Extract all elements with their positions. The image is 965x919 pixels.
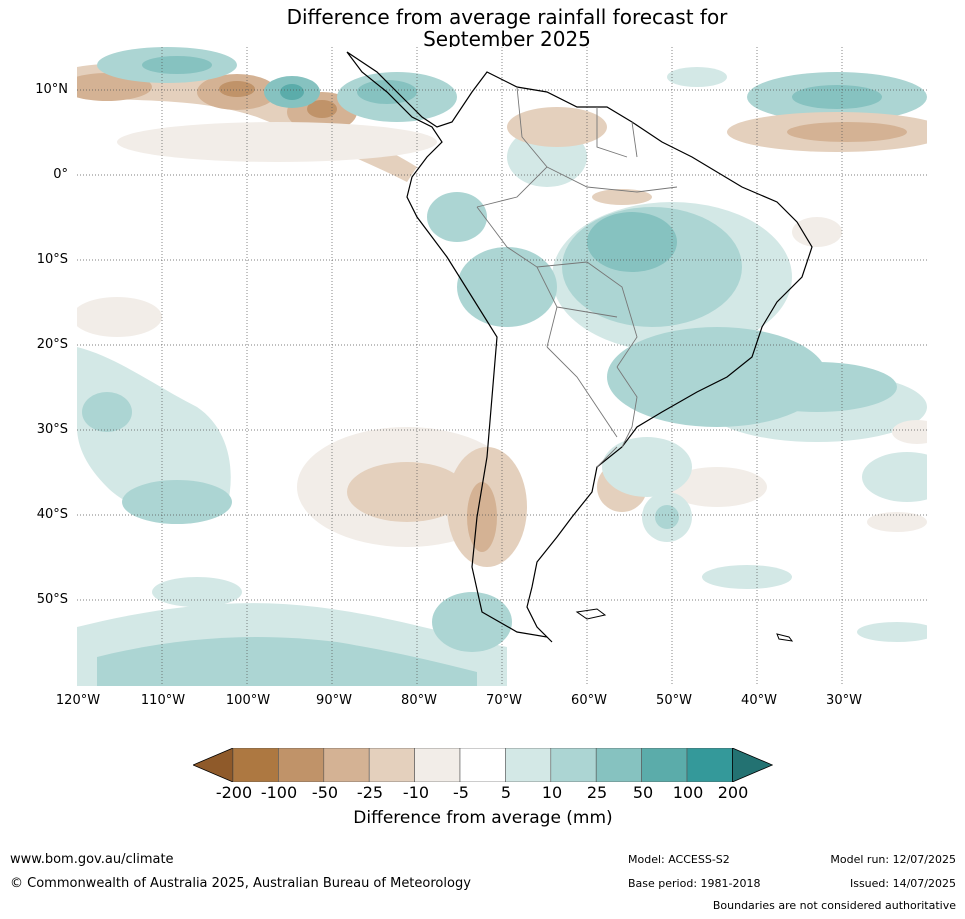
bom-climate-link[interactable]: www.bom.gov.au/climate bbox=[10, 852, 174, 867]
model-run-date: Model run: 12/07/2025 bbox=[830, 853, 956, 866]
lon-label-80w: 80°W bbox=[401, 693, 437, 708]
colorbar-segment bbox=[505, 748, 552, 782]
colorbar-extend-high bbox=[732, 748, 773, 782]
country-borders bbox=[476, 86, 678, 468]
colorbar-segment bbox=[686, 748, 733, 782]
rainfall-anomaly-map bbox=[77, 47, 927, 686]
colorbar-label: -25 bbox=[356, 783, 384, 802]
lon-label-100w: 100°W bbox=[225, 693, 271, 708]
colorbar-segment bbox=[278, 748, 325, 782]
lon-label-110w: 110°W bbox=[140, 693, 186, 708]
colorbar bbox=[193, 748, 773, 782]
lat-label-30s: 30°S bbox=[36, 422, 68, 437]
lat-label-40s: 40°S bbox=[36, 507, 68, 522]
colorbar-label: 200 bbox=[717, 783, 749, 802]
colorbar-segment bbox=[414, 748, 461, 782]
colorbar-label: -50 bbox=[311, 783, 339, 802]
lon-label-40w: 40°W bbox=[741, 693, 777, 708]
base-period: Base period: 1981-2018 bbox=[628, 877, 761, 890]
map-title-line-1: Difference from average rainfall forecas… bbox=[286, 5, 728, 29]
colorbar-label: -100 bbox=[260, 783, 298, 802]
colorbar-segment bbox=[641, 748, 688, 782]
anomaly-patches bbox=[77, 47, 927, 686]
colorbar-segment bbox=[459, 748, 506, 782]
lon-label-90w: 90°W bbox=[316, 693, 352, 708]
map-svg bbox=[77, 47, 927, 686]
colorbar-label: 5 bbox=[500, 783, 512, 802]
map-title-line-2: September 2025 bbox=[423, 27, 591, 51]
lon-label-50w: 50°W bbox=[656, 693, 692, 708]
copyright-text: © Commonwealth of Australia 2025, Austra… bbox=[10, 876, 471, 891]
boundary-disclaimer: Boundaries are not considered authoritat… bbox=[712, 899, 956, 912]
colorbar-label: 50 bbox=[632, 783, 654, 802]
colorbar-label: -5 bbox=[453, 783, 469, 802]
colorbar-title: Difference from average (mm) bbox=[353, 808, 613, 828]
colorbar-segment bbox=[368, 748, 415, 782]
colorbar-extend-low bbox=[193, 748, 234, 782]
colorbar-label: -200 bbox=[215, 783, 253, 802]
issued-date: Issued: 14/07/2025 bbox=[849, 877, 956, 890]
south-georgia bbox=[776, 633, 794, 642]
lat-label-10n: 10°N bbox=[35, 82, 68, 97]
colorbar-segment bbox=[232, 748, 279, 782]
lat-label-0: 0° bbox=[53, 167, 68, 182]
lat-label-10s: 10°S bbox=[36, 252, 68, 267]
colorbar-label: 10 bbox=[541, 783, 563, 802]
colorbar-segment bbox=[595, 748, 642, 782]
lon-label-30w: 30°W bbox=[826, 693, 862, 708]
model-name: Model: ACCESS-S2 bbox=[628, 853, 730, 866]
lat-label-20s: 20°S bbox=[36, 337, 68, 352]
lat-label-50s: 50°S bbox=[36, 592, 68, 607]
lon-label-60w: 60°W bbox=[571, 693, 607, 708]
colorbar-label: -10 bbox=[402, 783, 430, 802]
colorbar-label: 100 bbox=[672, 783, 704, 802]
gridlines bbox=[77, 47, 927, 686]
colorbar-segment bbox=[323, 748, 370, 782]
lon-label-120w: 120°W bbox=[55, 693, 101, 708]
colorbar-label: 25 bbox=[586, 783, 608, 802]
falkland-islands bbox=[575, 608, 607, 620]
colorbar-segment bbox=[550, 748, 597, 782]
lon-label-70w: 70°W bbox=[486, 693, 522, 708]
south-america-coastline bbox=[346, 51, 813, 643]
